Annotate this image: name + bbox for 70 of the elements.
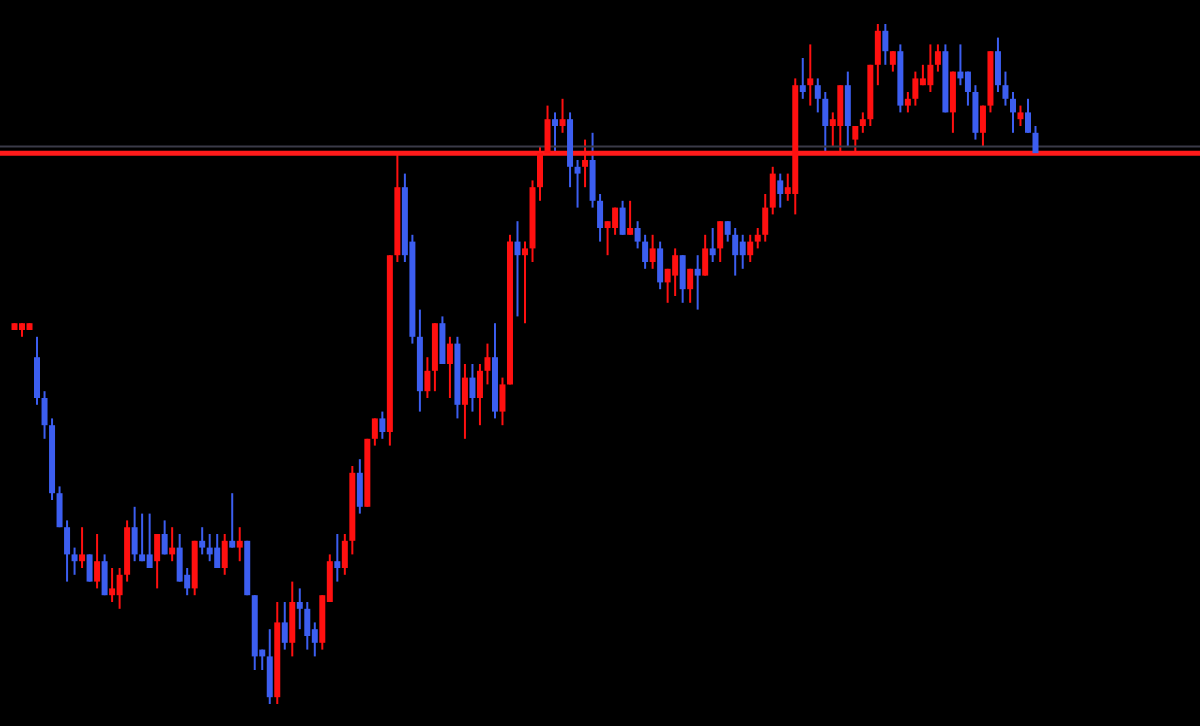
candlestick <box>559 97 566 134</box>
candlestick <box>672 247 679 297</box>
candlestick <box>514 220 521 318</box>
candlestick <box>266 628 273 705</box>
candlestick <box>949 70 956 134</box>
candlestick <box>927 43 934 93</box>
candlestick <box>709 227 716 263</box>
candlestick <box>747 233 754 263</box>
candlestick <box>131 505 138 563</box>
candlestick <box>702 233 709 277</box>
candlestick <box>71 546 78 576</box>
candlestick <box>1017 104 1024 127</box>
candlestick <box>161 519 168 556</box>
candlestick <box>154 533 161 590</box>
candlestick <box>882 23 889 66</box>
candlestick <box>552 111 559 155</box>
candlestick <box>934 43 941 73</box>
candlestick <box>146 512 153 569</box>
candlestick <box>649 233 656 270</box>
candlestick <box>627 199 634 236</box>
candlestick <box>199 526 206 556</box>
candlestick <box>469 363 476 413</box>
candlestick <box>109 567 116 603</box>
candlestick <box>446 335 453 399</box>
candlestick <box>431 322 438 393</box>
candlestick <box>379 410 386 440</box>
candlestick <box>777 172 784 209</box>
candlestick <box>694 254 701 311</box>
candlestick <box>461 363 468 440</box>
candlestick <box>912 70 919 107</box>
candlestick <box>86 553 93 583</box>
candlestick <box>356 458 363 515</box>
candlestick <box>236 526 243 563</box>
candlestick <box>769 165 776 216</box>
candlestick <box>289 580 296 658</box>
candlestick <box>717 220 724 263</box>
candlestick <box>281 601 288 651</box>
candlestick <box>1024 97 1031 134</box>
candlestick <box>889 50 896 73</box>
candlestick <box>499 376 506 427</box>
candlestick <box>214 533 221 569</box>
candlestick <box>334 533 341 583</box>
candlestick <box>574 159 581 209</box>
candlestick <box>612 206 619 236</box>
candlestick <box>874 23 881 87</box>
candlestick <box>221 533 228 576</box>
candlestick <box>679 254 686 304</box>
candlestick <box>1009 91 1016 134</box>
candlestick <box>139 512 146 563</box>
candlestick <box>657 240 664 291</box>
candlestick <box>687 267 694 304</box>
candlestick <box>191 539 198 597</box>
candlestick <box>94 533 101 590</box>
candlestick <box>34 335 41 406</box>
candlestick <box>844 70 851 148</box>
candlestick <box>439 315 446 365</box>
candlestick <box>101 553 108 597</box>
candlestick <box>371 417 378 447</box>
candlestick <box>739 233 746 270</box>
candlestick <box>229 492 236 549</box>
candlestick <box>567 111 574 189</box>
candlestick <box>762 193 769 243</box>
candlestick <box>424 356 431 399</box>
candlestick <box>799 57 806 100</box>
candlestick <box>979 104 986 148</box>
candlestick <box>807 43 814 107</box>
candlestick <box>619 199 626 236</box>
candlestick <box>79 526 86 569</box>
candlestick <box>522 240 528 325</box>
candlestick <box>732 227 739 277</box>
